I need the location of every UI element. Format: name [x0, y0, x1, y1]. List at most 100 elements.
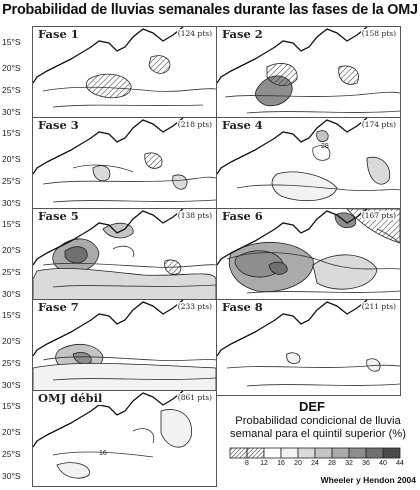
phase-map-panel: Fase 7 (233 pts)	[32, 299, 217, 396]
legend-tick-label: 16	[277, 460, 285, 467]
latitude-label: 25°S	[2, 85, 21, 95]
probability-region	[160, 409, 192, 448]
probability-region	[366, 156, 391, 185]
contour-line	[132, 428, 155, 444]
latitude-label: 30°S	[2, 107, 21, 117]
figure-title: Probabilidad de lluvias semanales durant…	[2, 2, 418, 18]
land-area	[217, 118, 400, 213]
contour-line	[42, 176, 216, 185]
legend-tick-label: 12	[260, 460, 268, 467]
legend-swatch	[314, 447, 333, 459]
legend-color-bar	[229, 447, 401, 459]
ocean-area	[217, 300, 367, 356]
contour-label: 16	[99, 450, 107, 457]
contour-line	[246, 383, 400, 387]
legend-swatch	[348, 447, 367, 459]
phase-title: Fase 6	[220, 209, 265, 223]
latitude-label: 25°S	[2, 449, 21, 459]
probability-region	[148, 55, 171, 74]
latitude-label: 25°S	[2, 267, 21, 277]
ocean-area	[217, 209, 367, 265]
probability-region	[316, 130, 329, 142]
land-area	[33, 27, 216, 122]
latitude-label: 25°S	[2, 358, 21, 368]
map-canvas: 16	[33, 391, 216, 486]
coastline	[217, 209, 368, 266]
phase-map-panel: Fase 5 (138 pts)	[32, 208, 217, 305]
legend-tick-label: 32	[345, 460, 353, 467]
legend-tick-label: 8	[245, 460, 249, 467]
phase-title: Fase 3	[36, 118, 81, 132]
coastline	[217, 27, 368, 84]
coastline	[33, 209, 184, 266]
sample-count: (233 pts)	[176, 302, 213, 311]
probability-region	[64, 246, 88, 264]
ocean-area	[33, 209, 183, 265]
contour-line	[52, 451, 154, 458]
phase-title: Fase 8	[220, 300, 265, 314]
phase-map-panel: Fase 6 (167 pts)	[216, 208, 401, 305]
legend-swatch	[365, 447, 384, 459]
coastline	[33, 27, 184, 84]
latitude-label: 20°S	[2, 154, 21, 164]
probability-region	[72, 352, 92, 365]
latitude-label: 20°S	[2, 427, 21, 437]
sample-count: (158 pts)	[360, 29, 397, 38]
credit-text: Wheeler y Hendon 2004	[320, 475, 416, 485]
map-canvas	[217, 300, 400, 395]
phase-map-panel: Fase 2 (158 pts)	[216, 26, 401, 123]
legend-description: Probabilidad condicional de lluvia seman…	[230, 415, 406, 440]
coastline	[217, 300, 368, 357]
legend-swatch	[280, 447, 299, 459]
probability-region	[144, 152, 163, 169]
ocean-area	[217, 118, 367, 174]
map-canvas	[33, 118, 216, 213]
coastline	[33, 300, 184, 357]
sample-count: (174 pts)	[360, 120, 397, 129]
phase-title: Fase 4	[220, 118, 265, 132]
contour-line	[112, 245, 135, 258]
probability-region	[334, 212, 357, 229]
phase-title: Fase 5	[36, 209, 81, 223]
latitude-label: 20°S	[2, 245, 21, 255]
latitude-label: 30°S	[2, 198, 21, 208]
probability-region	[286, 352, 301, 364]
sample-count: (861 pts)	[176, 393, 213, 402]
map-canvas	[33, 300, 216, 395]
contour-line	[236, 184, 400, 191]
legend-tick-label: 40	[379, 460, 387, 467]
latitude-label: 20°S	[2, 63, 21, 73]
contour-line	[246, 290, 400, 294]
legend-tick-label: 36	[362, 460, 370, 467]
contour-line	[52, 104, 204, 108]
latitude-label: 15°S	[2, 401, 21, 411]
coastline	[33, 391, 184, 448]
probability-region	[338, 65, 359, 85]
latitude-label: 15°S	[2, 310, 21, 320]
sample-count: (124 pts)	[176, 29, 213, 38]
ocean-area	[33, 27, 183, 83]
ocean-area	[33, 118, 183, 174]
land-area	[217, 300, 400, 395]
contour-label: 28	[321, 143, 329, 150]
sample-count: (138 pts)	[176, 211, 213, 220]
ocean-area	[217, 27, 367, 83]
map-canvas	[33, 27, 216, 122]
contour-line	[312, 145, 331, 161]
legend-tick-label: 24	[311, 460, 319, 467]
sample-count: (167 pts)	[360, 211, 397, 220]
legend-swatch	[229, 447, 248, 459]
contour-line	[42, 262, 216, 268]
latitude-label: 15°S	[2, 219, 21, 229]
legend-swatch	[382, 447, 401, 459]
latitude-label: 15°S	[2, 37, 21, 47]
coastline	[33, 118, 184, 175]
legend-swatch	[297, 447, 316, 459]
map-canvas: 28	[217, 118, 400, 213]
contour-line	[72, 164, 134, 173]
legend-swatch	[331, 447, 350, 459]
contour-line	[224, 91, 400, 98]
contour-line	[376, 228, 400, 244]
ocean-area	[33, 300, 183, 356]
ocean-area	[33, 391, 183, 447]
